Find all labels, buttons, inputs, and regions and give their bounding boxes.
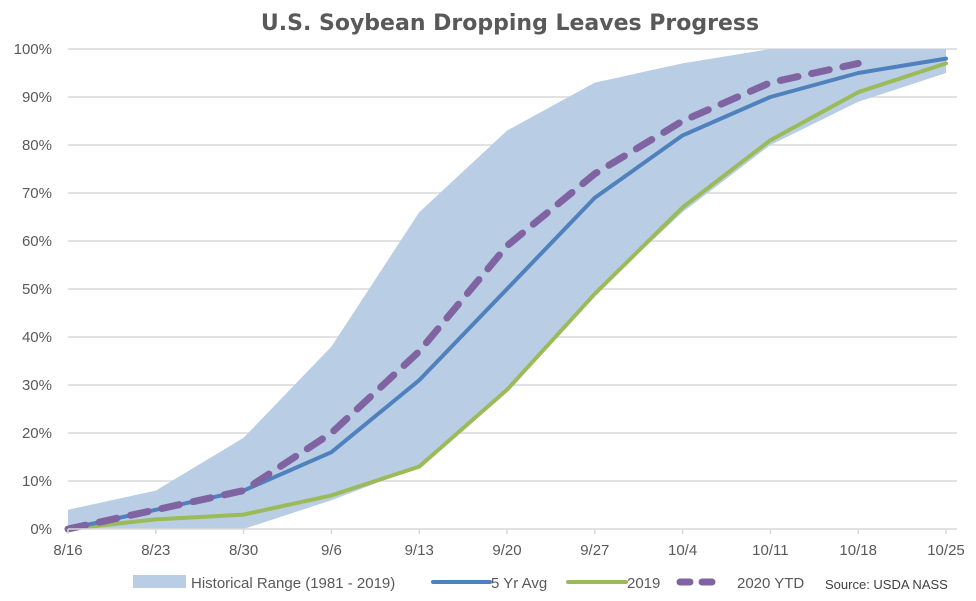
x-tick-label: 10/18	[839, 542, 877, 559]
x-tick-label: 9/6	[321, 542, 342, 559]
x-tick-label: 9/27	[580, 542, 609, 559]
y-tick-label: 40%	[22, 329, 52, 346]
legend-label-5yr: 5 Yr Avg	[491, 575, 547, 592]
chart-title: U.S. Soybean Dropping Leaves Progress	[261, 11, 759, 36]
x-tick-label: 9/20	[492, 542, 521, 559]
series-line-2019	[66, 61, 948, 531]
x-tick-label: 9/13	[405, 542, 434, 559]
y-tick-label: 0%	[30, 521, 52, 538]
x-tick-label: 10/4	[668, 542, 697, 559]
x-tick-label: 10/25	[927, 542, 965, 559]
x-tick-label: 8/30	[229, 542, 258, 559]
y-axis-ticks: 0% 10% 20% 30% 40% 50% 60% 70% 80% 90% 100%	[14, 41, 52, 538]
y-tick-label: 20%	[22, 425, 52, 442]
series-lines	[64, 56, 948, 533]
y-tick-label: 30%	[22, 377, 52, 394]
source-note: Source: USDA NASS	[825, 577, 948, 592]
x-tick-label: 8/16	[53, 542, 82, 559]
legend: Historical Range (1981 - 2019) 5 Yr Avg …	[133, 575, 948, 592]
y-tick-label: 90%	[22, 89, 52, 106]
legend-swatch-range	[133, 575, 186, 588]
legend-label-range: Historical Range (1981 - 2019)	[191, 575, 395, 592]
y-tick-label: 80%	[22, 137, 52, 154]
y-tick-label: 60%	[22, 233, 52, 250]
y-tick-label: 10%	[22, 473, 52, 490]
series-line-5-yr-avg	[66, 56, 948, 531]
legend-label-2020: 2020 YTD	[737, 575, 804, 592]
y-tick-label: 70%	[22, 185, 52, 202]
series-line-2020-ytd	[64, 59, 862, 533]
x-tick-label: 10/11	[752, 542, 788, 559]
x-axis-ticks: 8/16 8/23 8/30 9/6 9/13 9/20 9/27 10/4 10/11 10/1…	[53, 529, 965, 559]
legend-label-2019: 2019	[627, 575, 660, 592]
x-tick-label: 8/23	[141, 542, 170, 559]
y-tick-label: 50%	[22, 281, 52, 298]
y-tick-label: 100%	[14, 41, 52, 58]
